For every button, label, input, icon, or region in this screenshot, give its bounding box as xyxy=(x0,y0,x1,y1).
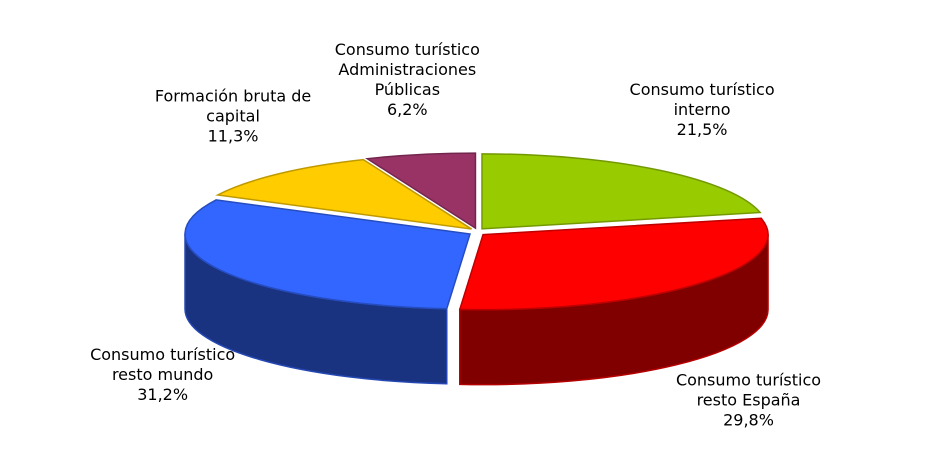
data-label: Consumo turístico Administraciones Pública… xyxy=(335,40,480,119)
value-label: 29,8% xyxy=(723,410,774,429)
slice xyxy=(365,152,477,230)
slice xyxy=(184,199,471,310)
category-label: Formación bruta de capital xyxy=(155,87,311,126)
slice xyxy=(481,153,762,230)
slice xyxy=(458,217,769,311)
slice xyxy=(215,158,472,230)
category-label: Consumo turístico resto España xyxy=(676,370,821,409)
value-label: 21,5% xyxy=(677,120,728,139)
value-label: 6,2% xyxy=(387,100,428,119)
category-label: Consumo turístico interno xyxy=(630,80,775,119)
value-label: 11,3% xyxy=(208,127,259,146)
value-label: 31,2% xyxy=(137,385,188,404)
category-label: Consumo turístico resto mundo xyxy=(90,345,235,384)
category-label: Consumo turístico Administraciones Pública… xyxy=(335,40,480,99)
